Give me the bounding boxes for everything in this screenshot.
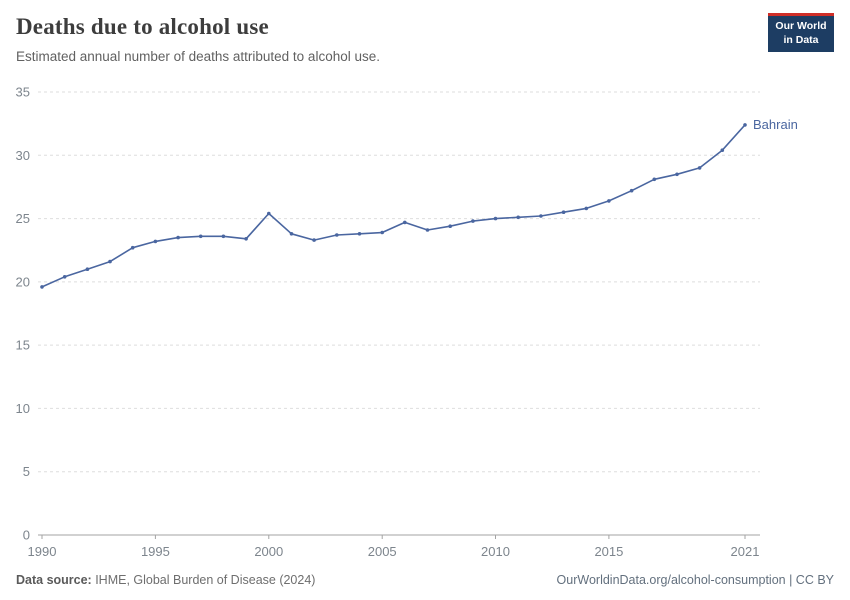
owid-logo-line1: Our World — [775, 20, 827, 33]
svg-text:30: 30 — [16, 148, 30, 163]
owid-logo-line2: in Data — [783, 34, 819, 46]
svg-text:2015: 2015 — [594, 544, 623, 559]
owid-logo[interactable]: Our World in Data — [768, 13, 834, 52]
svg-text:Bahrain: Bahrain — [753, 117, 798, 132]
svg-text:2021: 2021 — [731, 544, 760, 559]
data-source-text: IHME, Global Burden of Disease (2024) — [91, 573, 316, 587]
svg-text:5: 5 — [23, 464, 30, 479]
chart-title: Deaths due to alcohol use — [16, 14, 269, 39]
chart-subtitle: Estimated annual number of deaths attrib… — [16, 49, 380, 64]
data-source-label: Data source: — [16, 573, 92, 587]
svg-text:25: 25 — [16, 211, 30, 226]
svg-text:2000: 2000 — [254, 544, 283, 559]
owid-link[interactable]: OurWorldinData.org/alcohol-consumption |… — [556, 573, 834, 587]
chart-footer: Data source: IHME, Global Burden of Dise… — [0, 560, 850, 600]
svg-text:1995: 1995 — [141, 544, 170, 559]
svg-text:2005: 2005 — [368, 544, 397, 559]
svg-text:2010: 2010 — [481, 544, 510, 559]
line-chart[interactable]: 0 5 10 15 20 25 30 35 1990 1995 2000 2005 2010 2015 20… — [0, 80, 850, 560]
line-chart-svg[interactable]: 0 5 10 15 20 25 30 35 1990 1995 2000 2005 2010 2015 20… — [0, 80, 850, 560]
svg-text:1990: 1990 — [28, 544, 57, 559]
svg-text:10: 10 — [16, 401, 30, 416]
svg-text:0: 0 — [23, 528, 30, 543]
chart-header: Deaths due to alcohol use Estimated annu… — [16, 14, 750, 64]
svg-text:20: 20 — [16, 274, 30, 289]
svg-text:15: 15 — [16, 338, 30, 353]
data-source: Data source: IHME, Global Burden of Dise… — [16, 573, 315, 587]
svg-text:35: 35 — [16, 85, 30, 100]
